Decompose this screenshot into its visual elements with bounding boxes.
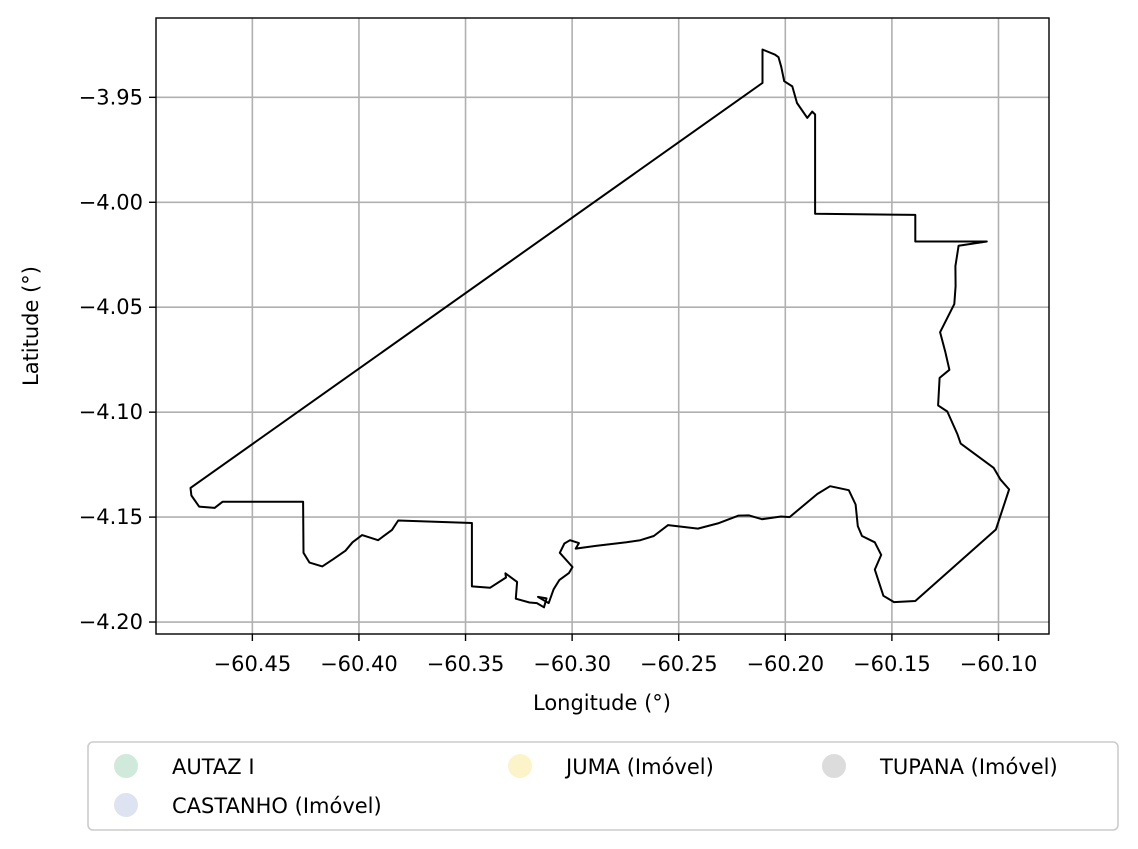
legend-marker	[114, 754, 138, 778]
legend-frame	[87, 741, 1119, 831]
y-axis-label: Latitude (°)	[19, 266, 43, 386]
x-tick-label: −60.25	[640, 652, 718, 676]
plot-frame	[155, 17, 1050, 635]
x-tick-label: −60.40	[320, 652, 398, 676]
legend-entries: AUTAZ I CASTANHO (Imóvel) JUMA (Imóvel) TUP…	[114, 754, 1058, 818]
x-axis-label: Longitude (°)	[533, 691, 671, 715]
y-tick-label: −4.15	[79, 505, 143, 529]
territory-boundary-layer	[189, 48, 1011, 609]
y-tick-label: −4.10	[79, 400, 143, 424]
legend: AUTAZ I CASTANHO (Imóvel) JUMA (Imóvel) TUP…	[87, 741, 1119, 831]
legend-label: AUTAZ I	[172, 755, 255, 779]
legend-marker	[508, 754, 532, 778]
legend-label: JUMA (Imóvel)	[564, 755, 714, 779]
legend-label: CASTANHO (Imóvel)	[172, 794, 382, 818]
x-tick-label: −60.45	[213, 652, 291, 676]
y-tick-label: −4.20	[79, 610, 143, 634]
x-tick-label: −60.15	[853, 652, 931, 676]
legend-label: TUPANA (Imóvel)	[879, 755, 1058, 779]
legend-marker	[822, 754, 846, 778]
x-tick-label: −60.35	[427, 652, 505, 676]
axis-ticks: −60.45 −60.40 −60.35 −60.30 −60.25 −60.20 −60.…	[79, 85, 1038, 676]
grid-lines	[156, 18, 1049, 634]
territory-boundary	[189, 48, 1011, 609]
legend-marker	[114, 793, 138, 817]
y-tick-label: −3.95	[79, 85, 143, 109]
y-tick-label: −4.05	[79, 295, 143, 319]
x-tick-label: −60.10	[960, 652, 1038, 676]
x-tick-label: −60.30	[533, 652, 611, 676]
y-tick-label: −4.00	[79, 190, 143, 214]
x-tick-label: −60.20	[746, 652, 824, 676]
